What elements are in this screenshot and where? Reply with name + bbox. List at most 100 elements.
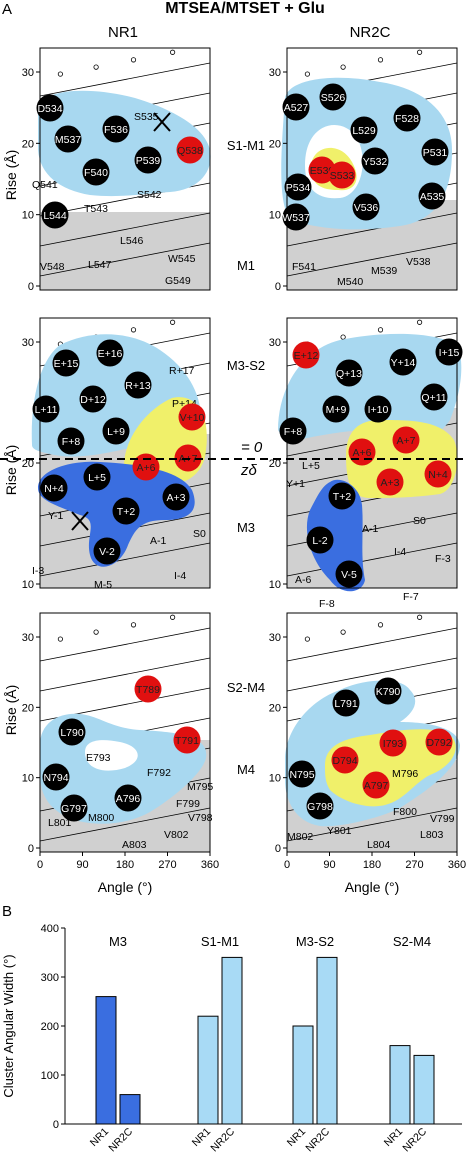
y-tick-label: 10 (22, 773, 34, 785)
residue-circle-label: F536 (104, 124, 128, 136)
residue-circle-label: A535 (420, 191, 445, 203)
residue-circle-label: F528 (395, 113, 419, 125)
residue-circle-label: T+2 (333, 491, 352, 503)
residue-label: A-1 (150, 535, 167, 547)
residue-circle (322, 395, 350, 423)
residue-circle (292, 341, 320, 369)
residue-label: A-1 (362, 523, 379, 535)
residue-circle (425, 728, 453, 756)
residue-circle-label: D794 (332, 755, 357, 767)
track-marker (57, 71, 64, 77)
helix-track-line (39, 657, 211, 692)
y-tick-label: 20 (22, 138, 34, 150)
rise-axis-title-1: Rise (Å) (3, 150, 19, 201)
residue-circle (393, 104, 421, 132)
residue-circle-label: V536 (354, 202, 379, 214)
residue-circle (352, 193, 380, 221)
residue-circle (392, 426, 420, 454)
y-tick-label: 0 (28, 843, 34, 855)
residue-label: V538 (406, 256, 431, 268)
residue-circle (279, 417, 307, 445)
residue-circle-label: Y532 (363, 156, 388, 168)
y-tick-label: 0 (53, 1119, 59, 1131)
bar-group-label: M3-S2 (296, 934, 334, 949)
residue-label: L803 (420, 829, 444, 841)
residue-circle (54, 125, 82, 153)
plot-frame (39, 47, 211, 291)
rise-axis-title-3: Rise (Å) (3, 685, 19, 736)
residue-circle-label: A+6 (353, 447, 372, 459)
residue-circle-label: N795 (289, 769, 314, 781)
bar (389, 1045, 411, 1125)
residue-circle (319, 83, 347, 111)
track-marker (304, 636, 310, 642)
residue-circle-label: T+2 (117, 506, 136, 518)
residue-circle-label: L544 (43, 210, 67, 222)
track-marker (377, 57, 384, 63)
residue-circle (350, 116, 378, 144)
residue-circle (41, 201, 69, 229)
panel-1: 0 0 10 10 20 20 30 30 S1-M1 M1 S535 Q541 S542 T543 L54… (22, 47, 458, 293)
residue-label: S0 (193, 528, 206, 540)
residue-circle-label: L+5 (88, 472, 106, 484)
bar (197, 1015, 219, 1125)
residue-circle (132, 453, 160, 481)
y-tick-label: 20 (22, 702, 34, 714)
residue-label: V548 (40, 261, 65, 273)
y-tick-label: 30 (269, 67, 281, 79)
panel-a-label: A (2, 1, 12, 18)
track-marker (93, 629, 99, 635)
residue-circle-label: P531 (423, 147, 448, 159)
y-tick-label: 100 (41, 1070, 59, 1082)
residue-circle (364, 395, 392, 423)
residue-circle (435, 338, 463, 366)
residue-label: M-5 (94, 579, 112, 591)
bar (221, 956, 243, 1125)
residue-circle-label: I+15 (439, 347, 460, 359)
angle-axis-title-left: Angle (°) (98, 879, 153, 895)
residue-circle-label: V-5 (341, 569, 357, 581)
y-tick-label: 30 (269, 632, 281, 644)
track-marker (377, 622, 384, 628)
residue-circle-label: F540 (84, 167, 108, 179)
x-tick-label: 0 (37, 859, 43, 871)
residue-circle-label: F+8 (284, 426, 303, 438)
region-label: M3-S2 (227, 358, 265, 373)
residue-circle-label: A+3 (167, 492, 186, 504)
region-label: S1-M1 (227, 138, 265, 153)
residue-circle-label: L+9 (107, 426, 125, 438)
residue-circle-label: E+16 (98, 348, 123, 360)
residue-circle-label: S533 (330, 170, 355, 182)
y-tick-label: 200 (41, 1021, 59, 1033)
residue-circle (124, 371, 152, 399)
residue-label: L804 (367, 839, 391, 851)
residue-circle (328, 161, 356, 189)
bar-group-label: S1-M1 (201, 934, 239, 949)
residue-label: E793 (86, 752, 111, 764)
cross-mark (71, 511, 89, 531)
residue-circle-label: E+12 (294, 350, 319, 362)
residue-label: F541 (292, 261, 316, 273)
residue-circle (114, 784, 142, 812)
residue-label: A-6 (295, 574, 312, 586)
residue-circle-label: T791 (175, 735, 199, 747)
residue-label: T543 (84, 203, 108, 215)
bar (292, 1025, 314, 1125)
track-marker (93, 64, 99, 70)
residue-circle (134, 675, 162, 703)
residue-circle (418, 182, 446, 210)
x-tick-label: 180 (116, 859, 134, 871)
residue-circle (176, 136, 204, 164)
residue-circle (362, 771, 390, 799)
residue-label: F799 (176, 798, 200, 810)
y-tick-label: 20 (269, 458, 281, 470)
angle-axis-title-right: Angle (°) (345, 879, 400, 895)
residue-circle-label: Q+11 (421, 392, 446, 404)
x-tick-label: 360 (201, 859, 219, 871)
residue-circle-label: L-2 (312, 535, 327, 547)
y-tick-label: 10 (269, 210, 281, 222)
residue-circle-label: P534 (286, 182, 311, 194)
residue-circle-label: Q+13 (336, 368, 362, 380)
residue-label: F-7 (403, 591, 419, 603)
residue-label: S542 (137, 189, 162, 201)
